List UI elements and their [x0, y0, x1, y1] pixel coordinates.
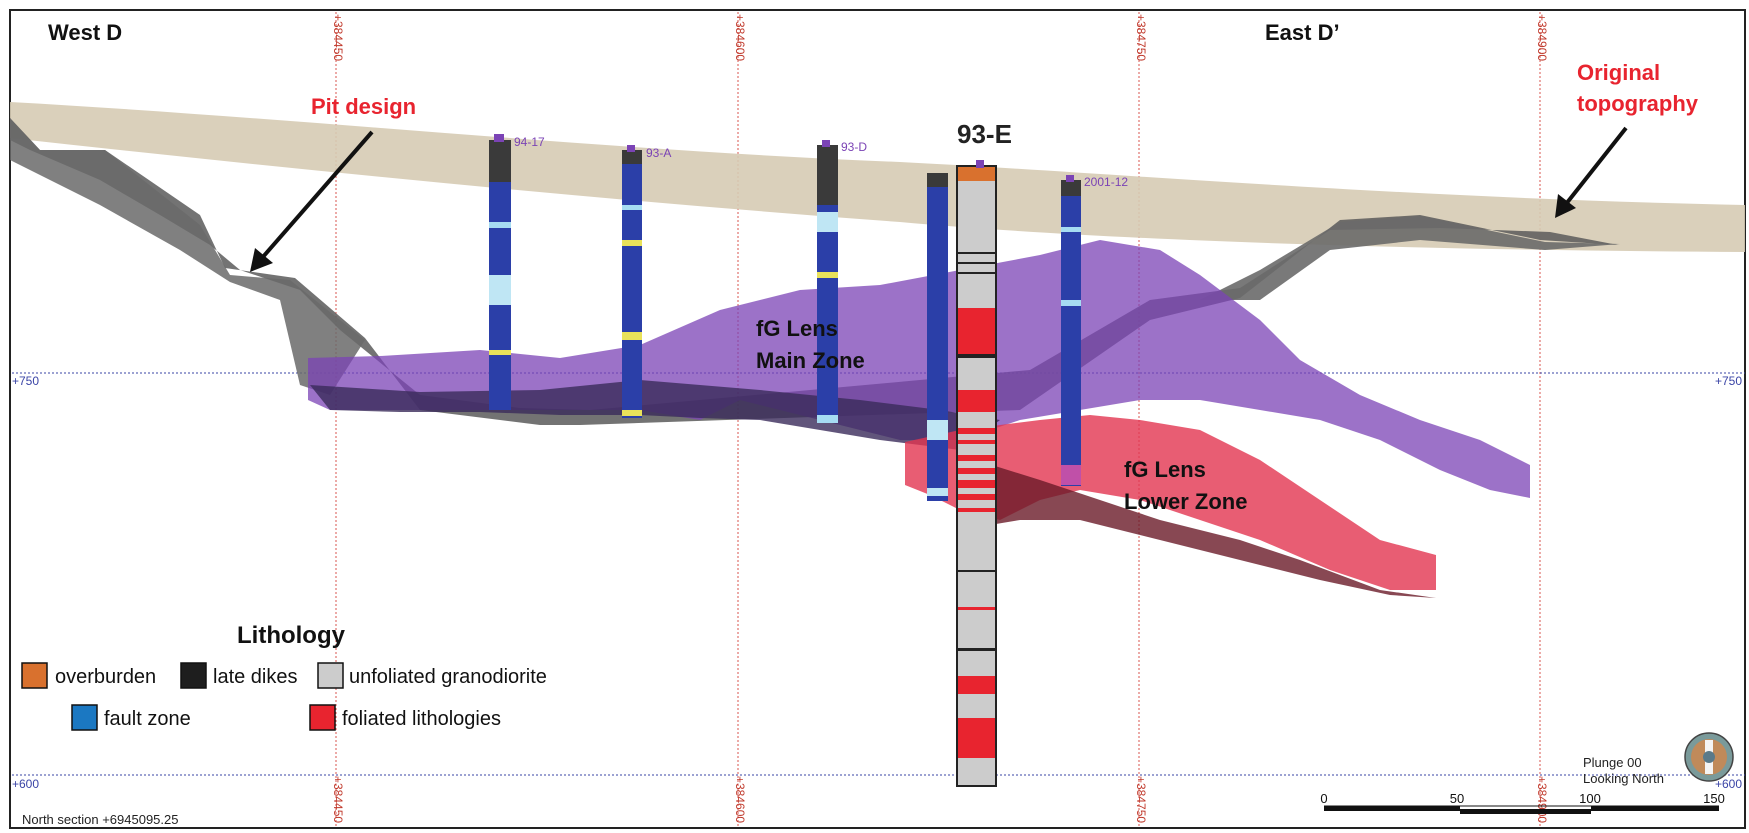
pit-slope-east: [1200, 216, 1620, 300]
original-topography-label-1: Original: [1577, 60, 1660, 85]
elev-upper-left: +750: [12, 374, 39, 388]
grid-elevation-labels: +750 +750 +600 +600: [12, 374, 1742, 791]
easting-label-top-4: +384900: [1535, 14, 1549, 61]
scale-tick-150: 150: [1703, 791, 1725, 806]
drillhole-94-17: [489, 134, 511, 410]
easting-label-top-1: +384450: [331, 14, 345, 61]
elev-upper-right: +750: [1715, 374, 1742, 388]
easting-label-top-2: +384600: [733, 14, 747, 61]
lower-zone-label-2: Lower Zone: [1124, 489, 1247, 514]
legend-label-late-dikes: late dikes: [213, 666, 298, 688]
drillhole-93-D: [817, 140, 838, 423]
scale-tick-0: 0: [1320, 791, 1327, 806]
scale-tick-100: 100: [1579, 791, 1601, 806]
original-topography-label-2: topography: [1577, 91, 1699, 116]
elev-lower-right: +600: [1715, 777, 1742, 791]
legend-title: Lithology: [237, 622, 346, 649]
legend-swatch-overburden: [21, 662, 48, 689]
pit-design-label: Pit design: [311, 94, 416, 119]
drillhole-label-93-A: 93-A: [646, 146, 671, 160]
drillhole-93-A: [622, 145, 642, 418]
legend-swatch-late-dikes: [180, 662, 207, 689]
scale-tick-50: 50: [1450, 791, 1464, 806]
legend-label-overburden: overburden: [55, 666, 156, 688]
easting-label-bottom-2: +384600: [733, 776, 747, 823]
scale-bar-ticks: 0 50 100 150: [1320, 791, 1724, 806]
main-zone-label-1: fG Lens: [756, 316, 838, 341]
fg-lens-main-zone: [308, 240, 1530, 498]
pit-design-arrow: [250, 130, 374, 272]
legend-items: overburden late dikes unfoliated granodi…: [21, 662, 547, 731]
easting-label-bottom-3: +384750: [1134, 776, 1148, 823]
drillhole-label-2001-12: 2001-12: [1084, 175, 1128, 189]
east-label: East D’: [1265, 20, 1340, 45]
legend-label-fault-zone: fault zone: [104, 708, 191, 730]
fg-lens-lower-zone: [905, 415, 1436, 590]
legend-label-granodiorite: unfoliated granodiorite: [349, 666, 547, 688]
easting-label-bottom-1: +384450: [331, 776, 345, 823]
pit-slope-west: [10, 118, 365, 395]
drillhole-label-93-D: 93-D: [841, 140, 867, 154]
looking-label: Looking North: [1583, 771, 1664, 786]
elev-lower-left: +600: [12, 777, 39, 791]
north-section-label: North section +6945095.25: [22, 812, 178, 827]
original-topography-band: [10, 102, 1745, 252]
plunge-label: Plunge 00: [1583, 755, 1642, 770]
drillhole-2001-12: [1061, 175, 1081, 486]
lower-zone-label-1: fG Lens: [1124, 457, 1206, 482]
focus-hole-label: 93-E: [957, 119, 1012, 149]
grid-easting-labels: +384450 +384600 +384750 +384900 +384450 …: [331, 14, 1549, 823]
west-label: West D: [48, 20, 122, 45]
legend-swatch-foliated: [309, 704, 336, 731]
drillhole-93-E-log: [956, 160, 997, 787]
view-compass-icon: [1684, 732, 1734, 782]
topography-arrow: [1555, 126, 1628, 218]
legend-label-foliated: foliated lithologies: [342, 708, 501, 730]
drillhole-unlabeled: [927, 173, 948, 501]
easting-label-bottom-4: +384900: [1535, 776, 1549, 823]
legend-swatch-granodiorite: [317, 662, 344, 689]
legend-swatch-fault-zone: [71, 704, 98, 731]
main-zone-label-2: Main Zone: [756, 348, 865, 373]
scale-bar: [1324, 805, 1719, 814]
drillhole-label-94-17: 94-17: [514, 135, 545, 149]
easting-label-top-3: +384750: [1134, 14, 1148, 61]
